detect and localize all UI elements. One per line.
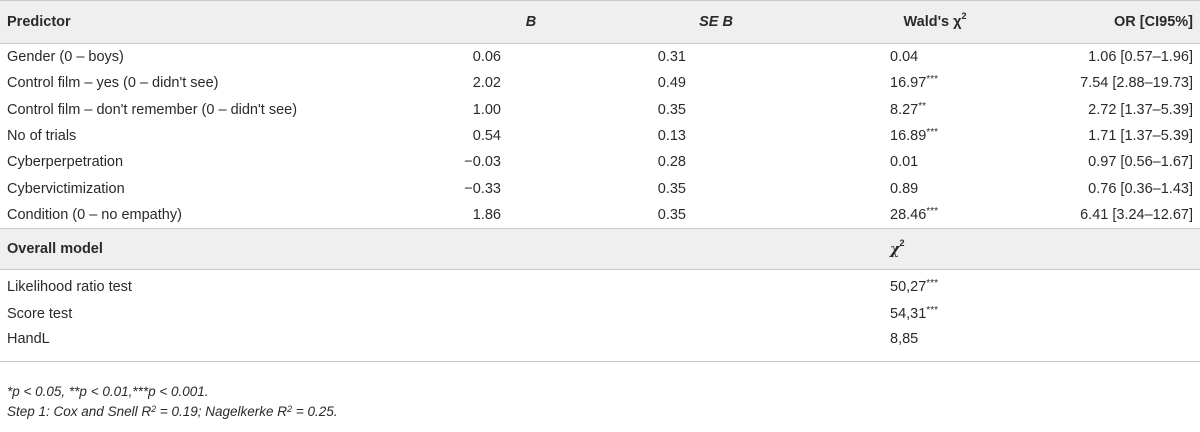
model-row-value: 54,31***: [890, 304, 938, 322]
overall-model-label: Overall model: [7, 241, 103, 258]
header-b: B: [525, 14, 537, 30]
cell-or: 7.54 [2.88–19.73]: [1080, 75, 1193, 92]
empty-cell: [384, 300, 554, 326]
cell-wald: 16.89***: [890, 127, 938, 145]
model-row-label: HandL: [7, 330, 50, 347]
cell-or: 2.72 [1.37–5.39]: [1088, 101, 1193, 118]
cell-predictor: Cybervictimization: [7, 180, 125, 197]
cell-b: −0.33: [464, 180, 501, 197]
model-row: Score test 54,31***: [0, 300, 1200, 326]
cell-b: 1.00: [472, 101, 501, 118]
empty-cell: [1048, 229, 1200, 270]
cell-wald: 28.46***: [890, 205, 938, 223]
cell-se: 0.31: [657, 49, 686, 66]
table-row: Cybervictimization −0.33 0.35 0.89 0.76 …: [0, 175, 1200, 201]
table-row: Control film – yes (0 – didn't see) 2.02…: [0, 70, 1200, 96]
cell-predictor: No of trials: [7, 128, 77, 145]
empty-cell: [1048, 300, 1200, 326]
regression-table-container: Predictor B SE B Wald's χ2 OR [CI95%] Ge…: [0, 0, 1200, 362]
cell-or: 1.71 [1.37–5.39]: [1088, 128, 1193, 145]
cell-or: 6.41 [3.24–12.67]: [1080, 206, 1193, 223]
header-or: OR [CI95%]: [1114, 14, 1193, 30]
regression-table: Predictor B SE B Wald's χ2 OR [CI95%] Ge…: [0, 0, 1200, 362]
table-footnotes: *p < 0.05, **p < 0.01,***p < 0.001. Step…: [7, 382, 338, 422]
table-row: No of trials 0.54 0.13 16.89*** 1.71 [1.…: [0, 123, 1200, 149]
empty-cell: [384, 229, 554, 270]
cell-se: 0.35: [657, 101, 686, 118]
model-row-value: 8,85: [890, 330, 919, 347]
cell-b: 0.54: [472, 128, 501, 145]
empty-cell: [384, 327, 554, 362]
cell-se: 0.13: [657, 128, 686, 145]
cell-se: 0.49: [657, 75, 686, 92]
table-row: Control film – don't remember (0 – didn'…: [0, 97, 1200, 123]
empty-cell: [1048, 327, 1200, 362]
cell-b: 2.02: [472, 75, 501, 92]
cell-se: 0.35: [657, 206, 686, 223]
empty-cell: [384, 270, 554, 301]
cell-wald: 8.27**: [890, 100, 927, 118]
cell-predictor: Control film – yes (0 – didn't see): [7, 75, 219, 92]
cell-or: 1.06 [0.57–1.96]: [1088, 49, 1193, 66]
header-row: Predictor B SE B Wald's χ2 OR [CI95%]: [0, 0, 1200, 44]
cell-predictor: Cyberperpetration: [7, 154, 124, 171]
overall-model-chi-header: χ2: [890, 237, 905, 258]
cell-wald: 16.97***: [890, 74, 938, 92]
footnote-significance: *p < 0.05, **p < 0.01,***p < 0.001.: [7, 384, 209, 399]
header-wald: Wald's χ2: [903, 11, 967, 30]
cell-wald: 0.89: [890, 180, 919, 197]
cell-se: 0.28: [657, 154, 686, 171]
model-row: Likelihood ratio test 50,27***: [0, 270, 1200, 301]
model-row-label: Likelihood ratio test: [7, 279, 132, 296]
cell-se: 0.35: [657, 180, 686, 197]
cell-wald: 0.01: [890, 154, 919, 171]
cell-b: −0.03: [464, 154, 501, 171]
cell-predictor: Gender (0 – boys): [7, 49, 124, 66]
cell-or: 0.76 [0.36–1.43]: [1088, 180, 1193, 197]
empty-cell: [1048, 270, 1200, 301]
cell-b: 1.86: [472, 206, 501, 223]
empty-cell: [554, 229, 742, 270]
cell-wald: 0.04: [890, 49, 919, 66]
empty-cell: [554, 300, 742, 326]
header-predictor: Predictor: [7, 14, 71, 30]
cell-predictor: Control film – don't remember (0 – didn'…: [7, 101, 298, 118]
table-row: Cyberperpetration −0.03 0.28 0.01 0.97 […: [0, 149, 1200, 175]
empty-cell: [554, 270, 742, 301]
table-row: Gender (0 – boys) 0.06 0.31 0.04 1.06 [0…: [0, 44, 1200, 71]
model-row-label: Score test: [7, 305, 73, 322]
footnote-r-squared: Step 1: Cox and Snell R2 = 0.19; Nagelke…: [7, 404, 338, 419]
overall-model-header-row: Overall model χ2: [0, 228, 1200, 270]
cell-predictor: Condition (0 – no empathy): [7, 206, 182, 223]
table-row: Condition (0 – no empathy) 1.86 0.35 28.…: [0, 202, 1200, 229]
cell-or: 0.97 [0.56–1.67]: [1088, 154, 1193, 171]
cell-b: 0.06: [472, 49, 501, 66]
header-se-b: SE B: [699, 14, 733, 30]
model-row: HandL 8,85: [0, 327, 1200, 362]
empty-cell: [554, 327, 742, 362]
model-row-value: 50,27***: [890, 278, 938, 296]
